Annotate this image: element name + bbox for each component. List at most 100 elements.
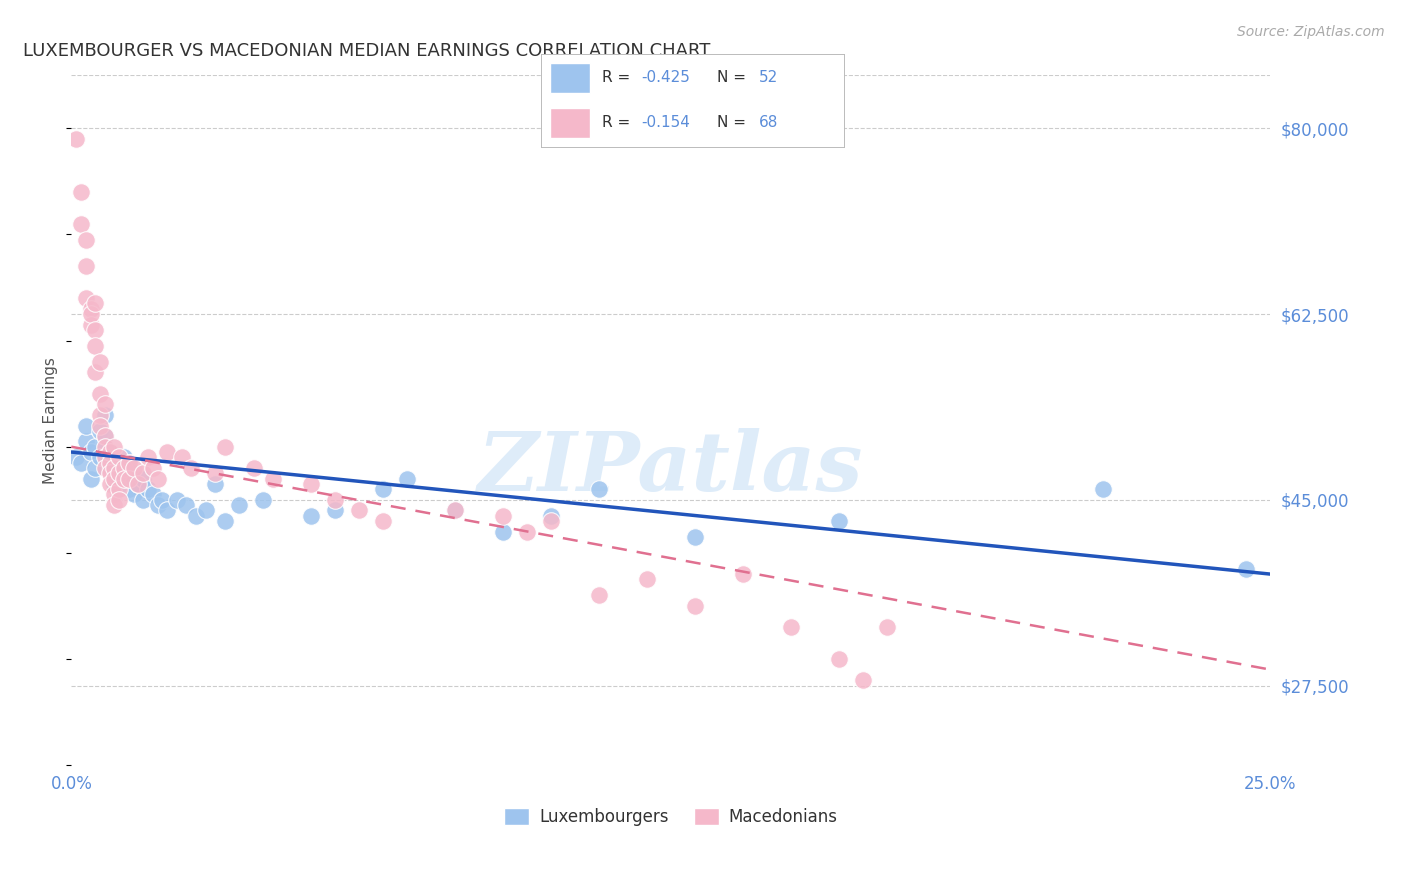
Point <box>103 461 125 475</box>
Point <box>103 498 125 512</box>
Point <box>89 408 111 422</box>
Point <box>683 530 706 544</box>
Point <box>75 291 97 305</box>
Point <box>371 482 394 496</box>
Point <box>103 487 125 501</box>
Point <box>79 445 101 459</box>
Point <box>1236 562 1258 576</box>
Point <box>98 476 121 491</box>
Text: -0.425: -0.425 <box>641 70 690 86</box>
Text: Source: ZipAtlas.com: Source: ZipAtlas.com <box>1237 25 1385 39</box>
Point <box>540 508 562 523</box>
Point <box>242 461 264 475</box>
Text: N =: N = <box>717 115 751 130</box>
Point <box>492 524 515 539</box>
Point <box>588 482 610 496</box>
Point <box>492 508 515 523</box>
Point <box>876 620 898 634</box>
Point <box>156 445 179 459</box>
Point <box>89 450 111 465</box>
Text: 52: 52 <box>759 70 778 86</box>
Point <box>65 450 87 465</box>
Point <box>636 573 658 587</box>
Point <box>112 472 135 486</box>
Point <box>70 217 93 231</box>
Point <box>214 440 236 454</box>
Point <box>89 418 111 433</box>
Point <box>156 503 179 517</box>
Point <box>828 514 851 528</box>
Point <box>98 461 121 475</box>
Point <box>214 514 236 528</box>
Point <box>396 472 419 486</box>
Text: R =: R = <box>602 70 636 86</box>
Point <box>89 386 111 401</box>
Point <box>75 233 97 247</box>
Point <box>84 323 107 337</box>
Text: -0.154: -0.154 <box>641 115 690 130</box>
Point <box>371 514 394 528</box>
Point <box>122 487 145 501</box>
Point <box>118 456 141 470</box>
Point <box>94 461 117 475</box>
Point <box>112 461 135 475</box>
Point <box>132 467 155 481</box>
Point <box>98 467 121 481</box>
Point <box>252 492 274 507</box>
Point <box>94 408 117 422</box>
Point <box>98 456 121 470</box>
Point <box>444 503 467 517</box>
Point <box>98 445 121 459</box>
Point <box>84 339 107 353</box>
Point <box>146 472 169 486</box>
Point <box>136 450 159 465</box>
Point <box>84 296 107 310</box>
Point <box>112 450 135 465</box>
Point <box>323 503 346 517</box>
Point <box>79 307 101 321</box>
Point <box>65 132 87 146</box>
Point <box>108 492 131 507</box>
Point <box>852 673 875 688</box>
Point <box>122 461 145 475</box>
Point <box>84 440 107 454</box>
Point <box>94 440 117 454</box>
Point <box>103 472 125 486</box>
Point <box>118 482 141 496</box>
Point <box>323 492 346 507</box>
Point <box>516 524 538 539</box>
Point <box>122 472 145 486</box>
Text: ZIPatlas: ZIPatlas <box>478 428 863 508</box>
Point <box>70 185 93 199</box>
Point <box>94 397 117 411</box>
Text: LUXEMBOURGER VS MACEDONIAN MEDIAN EARNINGS CORRELATION CHART: LUXEMBOURGER VS MACEDONIAN MEDIAN EARNIN… <box>24 42 710 60</box>
Point <box>127 476 149 491</box>
Point <box>194 503 217 517</box>
Point <box>70 456 93 470</box>
Point <box>89 424 111 438</box>
Bar <box>550 108 589 138</box>
Point <box>262 472 284 486</box>
Point <box>146 498 169 512</box>
Point <box>142 461 165 475</box>
Point <box>779 620 801 634</box>
Point <box>588 588 610 602</box>
Point <box>103 467 125 481</box>
Point <box>132 492 155 507</box>
Point <box>204 467 226 481</box>
Point <box>103 440 125 454</box>
Point <box>132 472 155 486</box>
Point <box>118 472 141 486</box>
Point <box>94 450 117 465</box>
Point <box>84 461 107 475</box>
Point <box>127 476 149 491</box>
Point <box>108 472 131 486</box>
Point <box>136 482 159 496</box>
Point <box>89 355 111 369</box>
Point <box>75 418 97 433</box>
Point <box>108 461 131 475</box>
Point <box>142 487 165 501</box>
Point <box>112 467 135 481</box>
Point <box>184 508 207 523</box>
Point <box>108 450 131 465</box>
